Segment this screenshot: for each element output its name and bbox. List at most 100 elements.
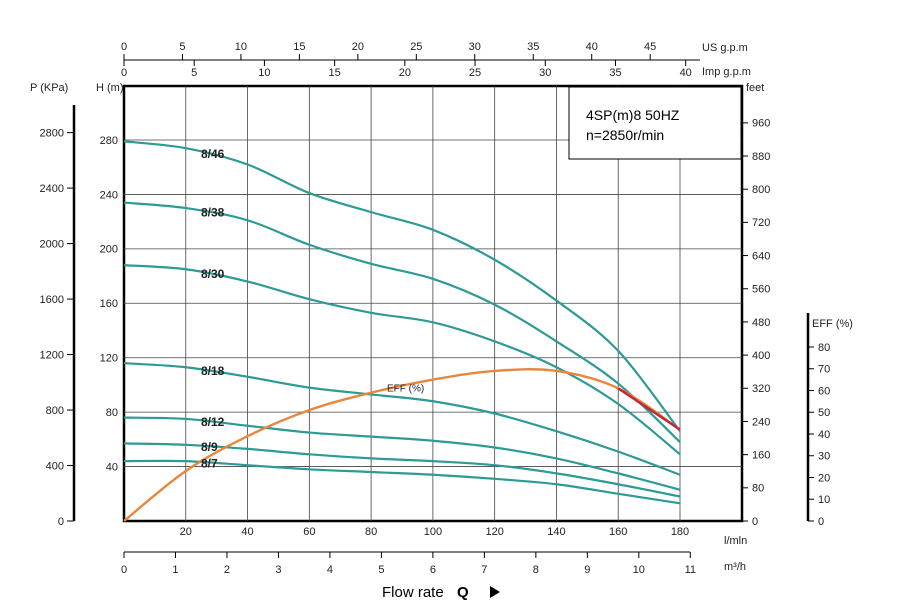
info-box-model: 4SP(m)8 50HZ (586, 107, 680, 123)
head-curve-8-30 (123, 264, 681, 456)
x-tick-label-m3h: 8 (533, 564, 539, 576)
y-tick-label-kpa: 2000 (40, 238, 64, 250)
curve-labels: 8/46 8/38 8/30 8/18 8/12 8/9 8/7 (201, 147, 225, 470)
x-tick-label-us-gpm: 20 (352, 41, 364, 53)
curve-label: 8/7 (201, 456, 218, 470)
y-tick-label-head: 120 (100, 353, 118, 365)
play-arrow-icon (490, 586, 500, 598)
x-tick-label-m3h: 9 (584, 564, 590, 576)
efficiency-line-tail (617, 387, 681, 431)
y-tick-label-eff: 10 (818, 494, 830, 506)
x-tick-label-imp-gpm: 5 (191, 67, 197, 79)
x-tick-label-lmin: 140 (547, 526, 565, 538)
y-tick-label-kpa: 2800 (40, 127, 64, 139)
y-tick-label-kpa: 2400 (40, 183, 64, 195)
grid (124, 86, 742, 521)
y-tick-label-feet: 400 (752, 350, 770, 362)
x-tick-label-us-gpm: 40 (586, 41, 598, 53)
x-tick-label-lmin: 100 (424, 526, 442, 538)
m3h-unit-label: m³/h (724, 561, 746, 573)
y-tick-label-feet: 320 (752, 383, 770, 395)
x-tick-label-us-gpm: 25 (410, 41, 422, 53)
y-tick-label-feet: 0 (752, 516, 758, 528)
y-tick-label-eff: 50 (818, 407, 830, 419)
x-tick-label-m3h: 7 (481, 564, 487, 576)
x-tick-label-imp-gpm: 0 (121, 67, 127, 79)
x-tick-label-imp-gpm: 20 (399, 67, 411, 79)
x-tick-label-lmin: 60 (303, 526, 315, 538)
curve-label: 8/30 (201, 267, 225, 281)
head-curve-8-38 (123, 201, 681, 443)
x-tick-label-us-gpm: 10 (235, 41, 247, 53)
y-tick-label-eff: 70 (818, 364, 830, 376)
x-tick-label-imp-gpm: 15 (329, 67, 341, 79)
x-tick-label-m3h: 4 (327, 564, 333, 576)
y-tick-label-feet: 560 (752, 284, 770, 296)
head-curve-8-12 (123, 416, 681, 491)
y-tick-label-kpa: 1200 (40, 349, 64, 361)
x-tick-label-imp-gpm: 25 (469, 67, 481, 79)
x-tick-label-imp-gpm: 10 (258, 67, 270, 79)
info-box (568, 86, 742, 160)
feet-unit-label: feet (746, 82, 764, 94)
y-tick-label-feet: 480 (752, 317, 770, 329)
x-tick-label-us-gpm: 0 (121, 41, 127, 53)
y-tick-label-feet: 880 (752, 151, 770, 163)
y-tick-label-feet: 640 (752, 250, 770, 262)
x-tick-label-us-gpm: 45 (644, 41, 656, 53)
x-tick-label-m3h: 10 (633, 564, 645, 576)
lmin-unit-label: l/mln (724, 535, 747, 547)
x-tick-label-lmin: 20 (180, 526, 192, 538)
y-tick-label-eff: 80 (818, 342, 830, 354)
info-box-speed: n=2850r/min (586, 127, 664, 143)
y-tick-label-head: 160 (100, 298, 118, 310)
x-tick-label-us-gpm: 30 (469, 41, 481, 53)
x-axis-symbol: Q (457, 584, 469, 601)
y-tick-label-kpa: 0 (58, 516, 64, 528)
y-tick-label-kpa: 400 (46, 460, 64, 472)
x-tick-label-m3h: 2 (224, 564, 230, 576)
x-tick-label-imp-gpm: 30 (539, 67, 551, 79)
y-tick-label-eff: 30 (818, 451, 830, 463)
y-tick-label-eff: 60 (818, 385, 830, 397)
y-tick-label-feet: 800 (752, 184, 770, 196)
y-tick-label-eff: 0 (818, 516, 824, 528)
y-tick-label-eff: 40 (818, 429, 830, 441)
x-tick-label-imp-gpm: 35 (609, 67, 621, 79)
y-tick-label-head: 240 (100, 189, 118, 201)
y-tick-label-feet: 720 (752, 217, 770, 229)
eff-unit-label: EFF (%) (812, 318, 853, 330)
x-tick-label-us-gpm: 5 (179, 41, 185, 53)
curve-label: 8/46 (201, 147, 225, 161)
x-tick-label-m3h: 0 (121, 564, 127, 576)
imp-gpm-unit-label: Imp g.p.m (702, 66, 751, 78)
x-tick-label-us-gpm: 35 (527, 41, 539, 53)
efficiency-label: EFF (%) (387, 384, 424, 395)
x-tick-label-imp-gpm: 40 (680, 67, 692, 79)
x-tick-label-m3h: 5 (378, 564, 384, 576)
x-tick-label-m3h: 1 (172, 564, 178, 576)
head-curve-8-7 (123, 459, 681, 505)
y-tick-label-feet: 960 (752, 118, 770, 130)
x-tick-label-lmin: 180 (671, 526, 689, 538)
pressure-unit-label: P (KPa) (30, 82, 68, 94)
y-tick-label-kpa: 1600 (40, 294, 64, 306)
curve-label: 8/12 (201, 415, 225, 429)
x-tick-label-lmin: 80 (365, 526, 377, 538)
head-curve-8-18 (123, 362, 681, 476)
x-tick-label-lmin: 160 (609, 526, 627, 538)
us-gpm-unit-label: US g.p.m (702, 42, 748, 54)
x-tick-label-us-gpm: 15 (293, 41, 305, 53)
efficiency-curve: EFF (%) (123, 368, 681, 522)
y-tick-label-feet: 80 (752, 483, 764, 495)
head-unit-label: H (m) (96, 82, 124, 94)
y-tick-label-head: 200 (100, 244, 118, 256)
x-tick-label-m3h: 3 (275, 564, 281, 576)
y-tick-label-kpa: 800 (46, 405, 64, 417)
y-tick-label-eff: 20 (818, 472, 830, 484)
x-axis-title: Flow rate (382, 584, 444, 601)
head-curve-8-46 (123, 140, 681, 432)
head-curve-8-9 (123, 442, 681, 498)
